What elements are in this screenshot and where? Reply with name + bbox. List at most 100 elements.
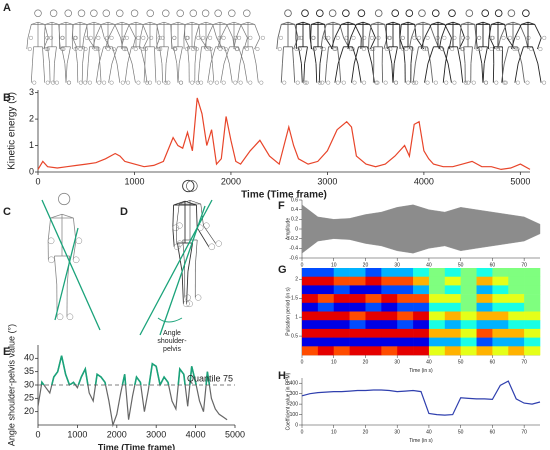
heat-cell [317, 346, 335, 356]
heat-cell [444, 320, 461, 330]
x-tick-label: 10 [331, 429, 337, 435]
joint [136, 35, 141, 40]
bone [45, 21, 53, 25]
annotation: shoulder- [157, 338, 187, 345]
bone [157, 21, 165, 25]
bone [86, 63, 89, 83]
bone [143, 21, 151, 25]
panel-letter: F [278, 200, 285, 212]
bone [184, 200, 197, 206]
joint [233, 80, 238, 85]
joint [83, 46, 88, 52]
joint [96, 35, 101, 40]
bone [514, 63, 519, 83]
bone [281, 46, 284, 64]
bone [298, 46, 302, 64]
head [301, 9, 309, 18]
head [189, 9, 198, 17]
heat-cell [397, 337, 414, 347]
heat-cell [317, 268, 335, 277]
joint [45, 46, 50, 52]
heat-cell [381, 320, 398, 330]
heat-cell [508, 302, 525, 312]
heat-cell [492, 311, 509, 321]
joint [525, 80, 530, 85]
bone [210, 46, 213, 64]
y-tick-label: 0.5 [291, 333, 298, 339]
heat-cell [460, 268, 477, 277]
x-tick-label: 0 [35, 177, 40, 187]
heat-cell [460, 276, 477, 286]
bone [95, 24, 102, 38]
heat-cell [508, 346, 525, 356]
joint [312, 46, 317, 52]
joint [186, 300, 193, 308]
heat-cell [365, 268, 382, 277]
heat-cell [413, 337, 430, 347]
head [64, 9, 72, 17]
joint [341, 80, 346, 85]
heat-cell [302, 337, 319, 347]
joint [387, 35, 392, 40]
bone [414, 24, 417, 38]
heat-cell [444, 328, 461, 338]
bone [47, 46, 50, 64]
bone [442, 63, 446, 83]
heat-cell [333, 311, 350, 321]
bone [238, 46, 245, 64]
joint [194, 46, 199, 52]
x-tick-label: 30 [394, 359, 400, 365]
bone [66, 46, 71, 64]
y-tick-label: 100 [290, 412, 299, 418]
bone [521, 63, 525, 83]
bone [410, 46, 413, 64]
heat-cell [444, 302, 461, 312]
bone [98, 46, 104, 64]
bone [142, 24, 149, 38]
y-tick-label: 0 [295, 422, 298, 428]
bone [50, 213, 63, 219]
heat-cell [444, 285, 461, 295]
heat-cell [333, 285, 350, 295]
heat-cell [460, 320, 477, 330]
heat-cell [444, 276, 461, 286]
joint [461, 46, 466, 52]
bone [331, 37, 336, 50]
y-tick-label: 1.5 [291, 296, 298, 302]
joint [317, 80, 322, 85]
heat-cell [381, 294, 398, 304]
panel-letter: G [278, 264, 287, 276]
bone [347, 37, 351, 50]
joint [149, 35, 154, 40]
joint [259, 80, 264, 85]
joint [326, 35, 331, 40]
annotation: pelvis [163, 346, 181, 353]
joint [369, 35, 375, 40]
x-tick-label: 30 [394, 429, 400, 435]
heat-cell [508, 294, 525, 304]
heat-cell [428, 320, 446, 330]
heat-cell [381, 346, 398, 356]
joint [512, 46, 517, 52]
heat-cell [302, 346, 319, 356]
heat-cell [428, 311, 446, 321]
bone [320, 37, 323, 50]
joint [332, 46, 337, 52]
heat-cell [460, 311, 477, 321]
bone [497, 37, 501, 50]
joint [452, 80, 457, 85]
heat-cell [460, 302, 477, 312]
heat-cell [365, 294, 382, 304]
bone [170, 37, 173, 50]
bone [171, 21, 179, 25]
head [201, 9, 210, 17]
data-line [37, 355, 228, 428]
y-tick-label: 20 [24, 406, 34, 416]
head [90, 9, 98, 17]
joint [75, 237, 83, 245]
bone [324, 63, 328, 83]
joint [401, 46, 406, 52]
joint [375, 80, 380, 85]
bone [212, 24, 218, 38]
head [102, 9, 111, 17]
